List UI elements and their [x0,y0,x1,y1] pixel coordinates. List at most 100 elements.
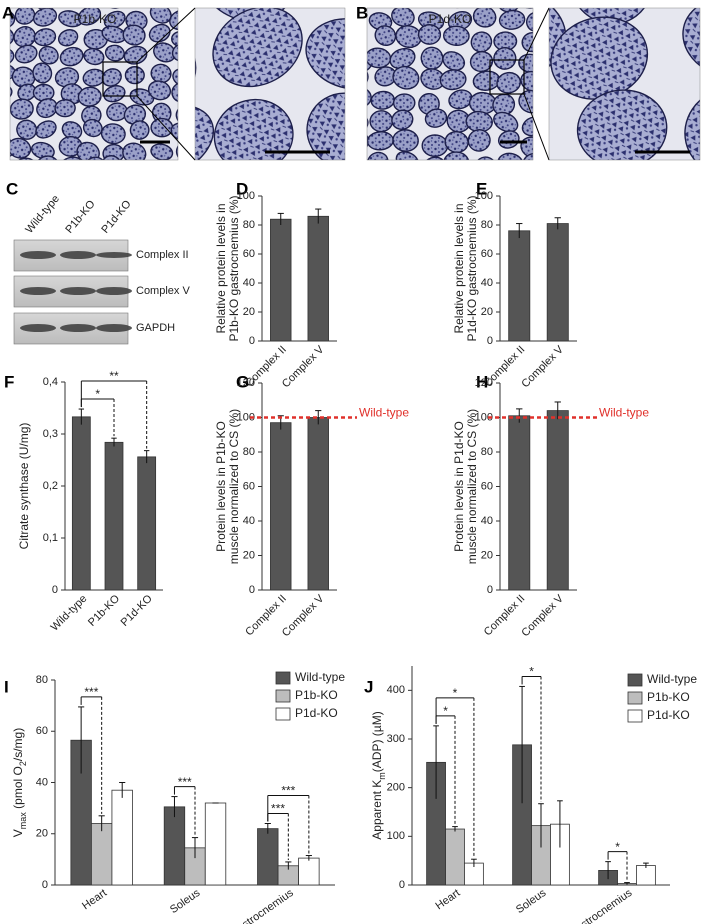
muscle-fiber [122,24,146,46]
bar [546,223,569,342]
significance-label: * [615,840,620,854]
y-tick-label: 60 [481,480,493,492]
y-tick-label: 40 [243,277,255,289]
y-tick-label: 20 [36,828,48,840]
legend-label: P1d-KO [647,708,690,722]
bar [257,828,279,886]
muscle-fiber [392,93,416,113]
y-tick-label: 0 [249,584,255,596]
bar-chart: H 0 20 40 60 80 100 120 Protein levels in P1d-KO… [452,372,649,639]
micrograph-frame [9,7,179,161]
x-tick-label: Complex V [519,592,566,639]
y-tick-label: 20 [481,549,493,561]
legend-label: Wild-type [295,670,345,684]
inset-box [102,61,138,97]
blot-row-label: Complex V [136,285,190,297]
micrograph-frame [194,7,346,161]
y-axis-label: Citrate synthase (U/mg) [17,423,31,550]
muscle-fiber [103,85,126,103]
muscle-fiber [32,8,58,27]
blot-row-label: GAPDH [136,322,175,334]
y-tick-label: 0 [52,584,58,596]
bar [91,823,113,886]
micrograph [0,0,178,160]
muscle-fiber [103,10,126,29]
y-axis-label: Apparent Km(ADP) (µM) [370,711,387,839]
blot-band [96,252,132,258]
y-tick-label: 80 [243,219,255,231]
zoom-line [136,7,196,63]
muscle-fiber [10,98,34,120]
legend-swatch [275,707,291,721]
micrograph-frame [366,7,534,161]
muscle-fiber [497,152,524,160]
micrograph [367,8,533,160]
muscle-fiber [195,104,215,160]
y-tick-label: 80 [481,219,493,231]
panel-letter: E [476,179,487,198]
y-tick-label: 100 [475,190,493,202]
y-tick-label: 80 [243,446,255,458]
muscle-fiber [422,156,446,160]
x-tick-label: Wild-type [49,593,90,634]
muscle-fiber [498,9,526,30]
bar [508,230,531,342]
bar [508,415,531,591]
panel-letter: J [364,677,373,696]
muscle-fiber [448,89,473,110]
legend-swatch [275,689,291,703]
x-tick-label: Gastrocnemius [567,887,635,924]
reference-label: Wild-type [359,406,409,420]
muscle-fiber [443,151,470,160]
y-tick-label: 200 [387,782,405,794]
significance-label: *** [271,802,285,816]
legend-label: P1d-KO [295,706,338,720]
significance-label: * [443,704,448,718]
significance-label: * [453,686,458,700]
muscle-fiber [442,51,466,71]
legend-label: Wild-type [647,672,697,686]
y-tick-label: 80 [36,674,48,686]
blot-band [60,251,96,259]
lane-label: P1b-KO [63,198,98,236]
muscle-fiber [171,82,178,103]
y-tick-label: 40 [481,515,493,527]
muscle-fiber [129,120,150,140]
muscle-fiber [443,25,470,47]
panel-letter: A [2,3,14,22]
muscle-fiber [391,8,415,27]
panel-letter: C [6,179,18,198]
muscle-fiber [212,8,303,88]
blot-band [20,251,56,259]
muscle-fiber [172,68,178,87]
significance-label: *** [178,775,192,789]
muscle-fiber [420,46,444,70]
muscle-fiber [14,0,37,7]
y-tick-label: 40 [243,515,255,527]
muscle-fiber [682,8,700,79]
bar-chart: D 0 20 40 60 80 100 Relative protein levels in P… [214,179,337,390]
x-tick-label: Soleus [514,887,549,916]
bar [137,456,157,591]
blot-band [96,324,132,332]
muscle-fiber [35,120,57,139]
muscle-fiber [77,8,102,26]
muscle-fiber [36,98,58,119]
bar [298,857,320,886]
y-axis-label: Protein levels in P1d-KO [452,421,466,552]
muscle-fiber [175,141,178,160]
bar-chart: J 0 100 200 300 400 Apparent Km(ADP) (µM) Heart… [364,665,697,924]
y-tick-label: 60 [243,480,255,492]
bar [307,215,329,342]
y-axis-label: Protein levels in P1b-KO [214,421,228,552]
lane-label: P1d-KO [99,198,134,236]
bar [104,441,124,591]
muscle-fiber [474,156,498,160]
muscle-fiber [0,104,9,125]
bar [445,828,465,886]
bar [270,422,292,591]
panel-letter: F [4,372,14,391]
y-tick-label: 0,3 [43,428,58,440]
muscle-fiber [129,0,152,6]
micrograph-frame [548,7,701,161]
